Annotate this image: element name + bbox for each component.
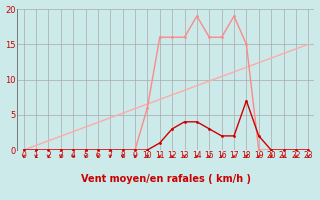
- X-axis label: Vent moyen/en rafales ( km/h ): Vent moyen/en rafales ( km/h ): [81, 174, 251, 184]
